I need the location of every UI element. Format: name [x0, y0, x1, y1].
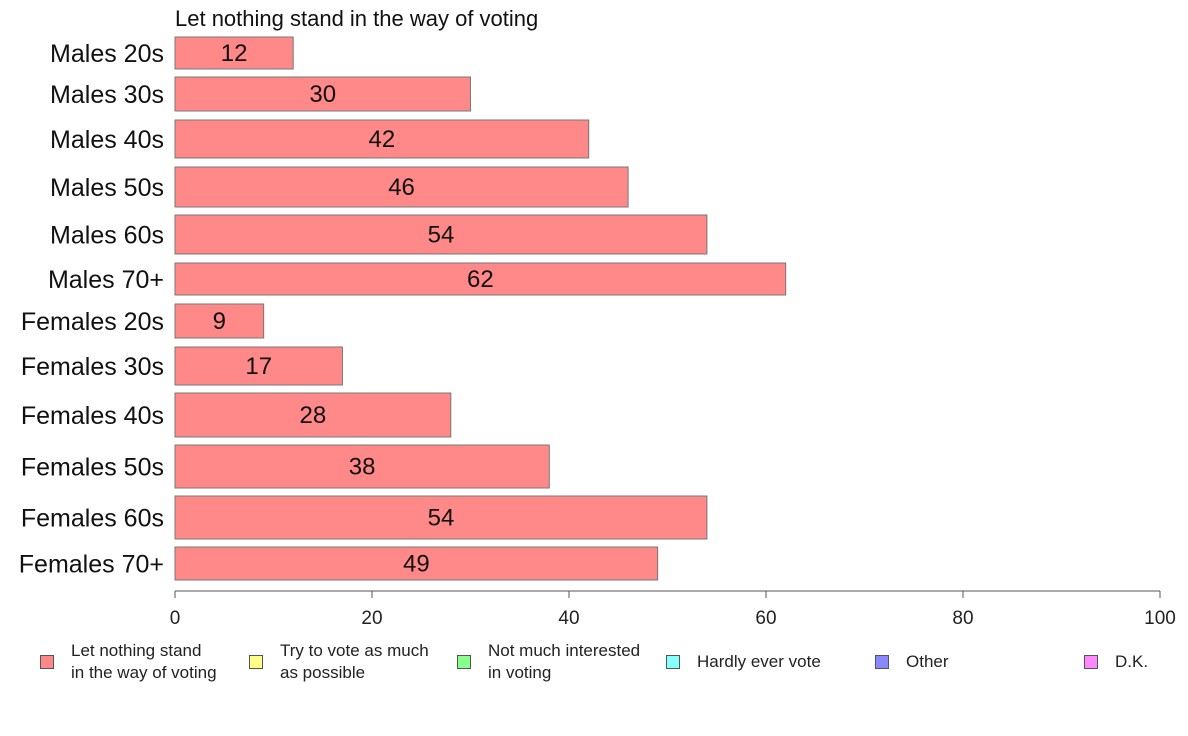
category-label: Males 60s [50, 222, 164, 250]
legend-item-other: Other [875, 651, 949, 673]
legend-item-hardly-ever-vote: Hardly ever vote [666, 651, 821, 673]
category-label: Females 70+ [19, 551, 164, 579]
legend-label: Hardly ever vote [697, 652, 821, 671]
bar [174, 303, 265, 339]
x-tick-label: 100 [1144, 608, 1176, 629]
bar-chart: 12 Males 20s 30 Males 30s 42 Males 40s 46 Males… [19, 36, 1176, 629]
bar [174, 546, 659, 581]
bar-value-label: 49 [403, 551, 430, 578]
category-label: Females 50s [21, 454, 164, 482]
bar-value-label: 9 [213, 308, 226, 335]
bar-value-label: 30 [309, 81, 336, 108]
legend-label: Not much interested in voting [488, 641, 641, 682]
bar [174, 495, 708, 540]
bar-value-label: 38 [349, 454, 376, 481]
category-label: Females 40s [21, 402, 164, 430]
legend-item-not-much-interested: Not much interested in voting [457, 640, 640, 684]
legend-label: Other [906, 652, 949, 671]
legend-swatch [875, 655, 889, 669]
x-tick-label: 20 [361, 608, 382, 629]
legend-swatch [457, 655, 471, 669]
bar [174, 392, 452, 438]
category-label: Males 70+ [48, 266, 164, 294]
legend-label: Let nothing stand in the way of voting [71, 641, 217, 682]
bar-value-label: 46 [388, 174, 415, 201]
bar [174, 262, 787, 296]
legend-label: D.K. [1115, 652, 1149, 671]
chart-legend: Let nothing stand in the way of voting T… [0, 640, 1188, 700]
bar [174, 119, 590, 159]
bar-value-label: 42 [368, 126, 395, 153]
bar-value-label: 54 [428, 222, 455, 249]
category-label: Females 60s [21, 505, 164, 533]
bar-value-label: 17 [245, 353, 272, 380]
legend-swatch [666, 655, 680, 669]
legend-swatch [249, 655, 263, 669]
category-label: Males 20s [50, 40, 164, 68]
category-label: Males 30s [50, 81, 164, 109]
bar-value-label: 12 [221, 40, 248, 67]
legend-swatch [1084, 655, 1098, 669]
category-label: Females 30s [21, 353, 164, 381]
x-tick-label: 80 [952, 608, 973, 629]
bar [174, 36, 294, 70]
bar-value-label: 54 [428, 505, 455, 532]
legend-item-let-nothing-stand: Let nothing stand in the way of voting [40, 640, 217, 684]
category-label: Males 40s [50, 126, 164, 154]
x-tick-label: 0 [170, 608, 181, 629]
bar [174, 76, 471, 112]
category-label: Females 20s [21, 308, 164, 336]
x-tick-label: 60 [755, 608, 776, 629]
category-label: Males 50s [50, 174, 164, 202]
bar [174, 444, 550, 489]
legend-label: Try to vote as much as possible [280, 641, 429, 682]
chart-title: Let nothing stand in the way of voting [175, 6, 539, 31]
bar-value-label: 28 [300, 402, 327, 429]
bar [174, 346, 343, 386]
x-tick-label: 40 [558, 608, 579, 629]
legend-swatch [40, 655, 54, 669]
bar [174, 166, 629, 208]
legend-item-try-to-vote: Try to vote as much as possible [249, 640, 429, 684]
bar [174, 214, 708, 255]
bar-value-label: 62 [467, 266, 494, 293]
legend-item-dk: D.K. [1084, 651, 1148, 673]
